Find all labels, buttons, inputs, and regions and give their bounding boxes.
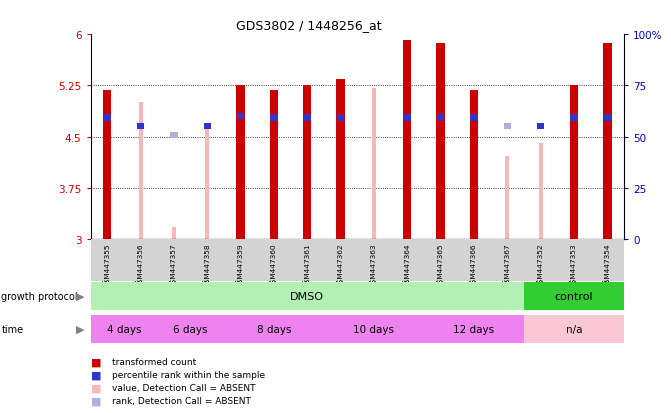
Bar	[337, 115, 344, 121]
Bar	[236, 86, 245, 240]
Bar	[237, 114, 244, 120]
Bar	[170, 133, 178, 139]
Text: GSM447363: GSM447363	[371, 243, 377, 287]
Text: ■: ■	[91, 383, 101, 393]
Bar	[604, 115, 611, 121]
Text: GSM447353: GSM447353	[571, 243, 577, 287]
Text: GSM447360: GSM447360	[271, 243, 277, 287]
Bar	[137, 124, 144, 130]
Bar	[103, 90, 111, 240]
Text: GSM447362: GSM447362	[338, 243, 344, 287]
Text: transformed count: transformed count	[112, 357, 197, 366]
Bar	[537, 124, 544, 130]
Bar	[391, 240, 424, 281]
Text: 8 days: 8 days	[257, 324, 291, 335]
Bar	[372, 89, 376, 240]
Bar	[172, 227, 176, 240]
Text: growth protocol: growth protocol	[1, 291, 78, 301]
Bar	[304, 115, 311, 121]
Bar	[470, 90, 478, 240]
Bar	[524, 316, 624, 343]
Text: GSM447356: GSM447356	[138, 243, 144, 287]
Bar	[91, 240, 124, 281]
Bar	[324, 240, 357, 281]
Text: ▶: ▶	[76, 291, 85, 301]
Bar	[491, 240, 524, 281]
Bar	[505, 157, 509, 240]
Text: DMSO: DMSO	[291, 291, 324, 301]
Text: GSM447361: GSM447361	[304, 243, 310, 287]
Text: GSM447364: GSM447364	[405, 243, 411, 287]
Text: 10 days: 10 days	[354, 324, 395, 335]
Bar	[458, 240, 491, 281]
Text: GSM447359: GSM447359	[238, 243, 244, 287]
Bar	[437, 115, 444, 121]
Bar	[336, 80, 345, 240]
Text: ■: ■	[91, 396, 101, 406]
Bar	[539, 143, 543, 240]
Bar	[191, 240, 224, 281]
Bar	[205, 128, 209, 240]
Text: ■: ■	[91, 370, 101, 380]
Text: n/a: n/a	[566, 324, 582, 335]
Bar	[257, 240, 291, 281]
Text: percentile rank within the sample: percentile rank within the sample	[112, 370, 265, 379]
Text: ▶: ▶	[76, 324, 85, 334]
Text: GSM447365: GSM447365	[437, 243, 444, 287]
Bar	[424, 240, 458, 281]
Text: 4 days: 4 days	[107, 324, 141, 335]
Text: GSM447367: GSM447367	[505, 243, 511, 287]
Bar	[105, 90, 109, 240]
Text: rank, Detection Call = ABSENT: rank, Detection Call = ABSENT	[112, 396, 251, 406]
Bar	[524, 282, 624, 310]
Bar	[157, 240, 191, 281]
Bar	[437, 44, 445, 240]
Text: 12 days: 12 days	[454, 324, 495, 335]
Text: GSM447366: GSM447366	[471, 243, 477, 287]
Text: GSM447355: GSM447355	[104, 243, 110, 287]
Bar	[570, 85, 578, 240]
Text: 6 days: 6 days	[173, 324, 208, 335]
Bar	[590, 240, 624, 281]
Bar	[324, 316, 424, 343]
Text: control: control	[555, 291, 593, 301]
Bar	[139, 102, 143, 240]
Bar	[504, 124, 511, 130]
Bar	[603, 44, 611, 240]
Bar	[470, 115, 478, 121]
Text: GSM447354: GSM447354	[605, 243, 611, 287]
Text: ■: ■	[91, 356, 101, 366]
Bar	[224, 316, 324, 343]
Bar	[358, 240, 391, 281]
Bar	[524, 240, 558, 281]
Bar	[404, 115, 411, 121]
Bar	[291, 240, 324, 281]
Bar	[424, 316, 524, 343]
Bar	[403, 40, 411, 240]
Bar	[224, 240, 257, 281]
Bar	[558, 240, 590, 281]
Bar	[91, 316, 157, 343]
Text: time: time	[1, 324, 23, 334]
Bar	[203, 124, 211, 130]
Bar	[103, 115, 111, 121]
Text: GSM447357: GSM447357	[171, 243, 177, 287]
Text: GSM447358: GSM447358	[204, 243, 210, 287]
Bar	[270, 115, 278, 121]
Text: GSM447352: GSM447352	[537, 243, 544, 287]
Bar	[270, 90, 278, 240]
Bar	[303, 85, 311, 240]
Bar	[91, 282, 524, 310]
Text: value, Detection Call = ABSENT: value, Detection Call = ABSENT	[112, 383, 256, 392]
Text: GDS3802 / 1448256_at: GDS3802 / 1448256_at	[236, 19, 382, 31]
Bar	[570, 115, 578, 121]
Bar	[124, 240, 157, 281]
Bar	[157, 316, 224, 343]
